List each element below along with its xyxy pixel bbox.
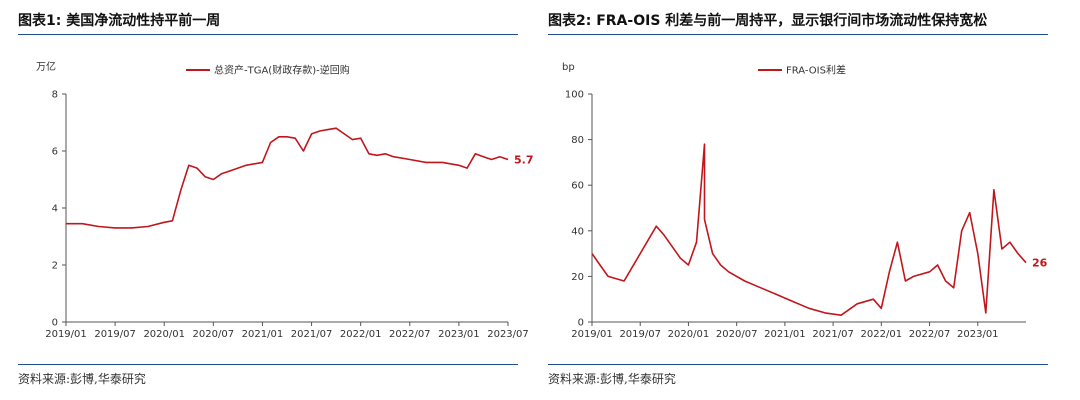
series-line (591, 143, 1027, 317)
source-divider (548, 364, 1048, 365)
end-value-label: 26 (1032, 257, 1048, 270)
x-tick-label: 2022/01 (861, 329, 903, 340)
x-tick-label: 2022/07 (389, 329, 431, 340)
x-tick-label: 2021/07 (812, 329, 854, 340)
y-tick-label: 6 (52, 147, 58, 158)
y-tick-label: 2 (52, 261, 58, 272)
x-tick-label: 2022/01 (340, 329, 382, 340)
y-tick-label: 100 (565, 90, 584, 101)
title-divider (18, 34, 518, 35)
y-tick-label: 0 (578, 318, 584, 329)
x-tick-label: 2020/07 (193, 329, 235, 340)
x-tick-label: 2023/07 (487, 329, 529, 340)
legend-label: 总资产-TGA(财政存款)-逆回购 (214, 64, 350, 77)
x-tick-label: 2022/07 (909, 329, 951, 340)
chart-panel-fra-ois: 图表2: FRA-OIS 利差与前一周持平，显示银行间市场流动性保持宽松 bp 0… (548, 0, 1068, 400)
y-tick-label: 4 (52, 204, 58, 215)
chart-panel-net-liquidity: 图表1: 美国净流动性持平前一周 万亿 0 2 4 6 8 2019/01 2019/07 20… (18, 0, 538, 400)
title-divider (548, 34, 1048, 35)
y-tick-label: 60 (571, 181, 584, 192)
x-tick-label: 2019/01 (45, 329, 87, 340)
x-tick-label: 2020/07 (716, 329, 758, 340)
y-unit-label: bp (562, 62, 575, 73)
x-tick-label: 2021/01 (764, 329, 806, 340)
y-tick-label: 40 (571, 226, 584, 237)
x-tick-label: 2021/01 (242, 329, 284, 340)
x-tick-label: 2019/01 (571, 329, 613, 340)
x-tick-label: 2019/07 (619, 329, 661, 340)
source-note: 资料来源:彭博,华泰研究 (18, 372, 146, 386)
chart-title: 图表2: FRA-OIS 利差与前一周持平，显示银行间市场流动性保持宽松 (548, 13, 988, 29)
fra-ois-chart: bp 0 20 40 60 80 100 2019/01 2019/07 2020/01 2020/… (562, 62, 1048, 340)
legend-label: FRA-OIS利差 (786, 64, 846, 77)
x-tick-label: 2021/07 (291, 329, 333, 340)
net-liquidity-chart: 万亿 0 2 4 6 8 2019/01 2019/07 2020/01 2020/07 2021/… (36, 60, 534, 340)
x-tick-label: 2023/01 (438, 329, 480, 340)
y-tick-label: 20 (571, 272, 584, 283)
source-note: 资料来源:彭博,华泰研究 (548, 372, 676, 386)
y-tick-label: 8 (52, 90, 58, 101)
chart-title: 图表1: 美国净流动性持平前一周 (18, 13, 221, 29)
y-unit-label: 万亿 (36, 60, 56, 73)
y-tick-label: 0 (52, 318, 58, 329)
series-line (66, 127, 509, 229)
x-tick-label: 2020/01 (668, 329, 710, 340)
end-value-label: 5.7 (514, 154, 534, 167)
y-tick-label: 80 (571, 135, 584, 146)
x-tick-label: 2020/01 (143, 329, 185, 340)
x-tick-label: 2019/07 (94, 329, 136, 340)
source-divider (18, 364, 518, 365)
x-tick-label: 2023/01 (957, 329, 999, 340)
